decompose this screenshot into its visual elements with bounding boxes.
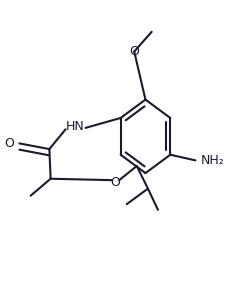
- Text: HN: HN: [66, 120, 84, 133]
- Text: NH₂: NH₂: [200, 154, 223, 167]
- Text: O: O: [4, 137, 14, 150]
- Text: O: O: [110, 176, 120, 189]
- Text: O: O: [129, 45, 138, 58]
